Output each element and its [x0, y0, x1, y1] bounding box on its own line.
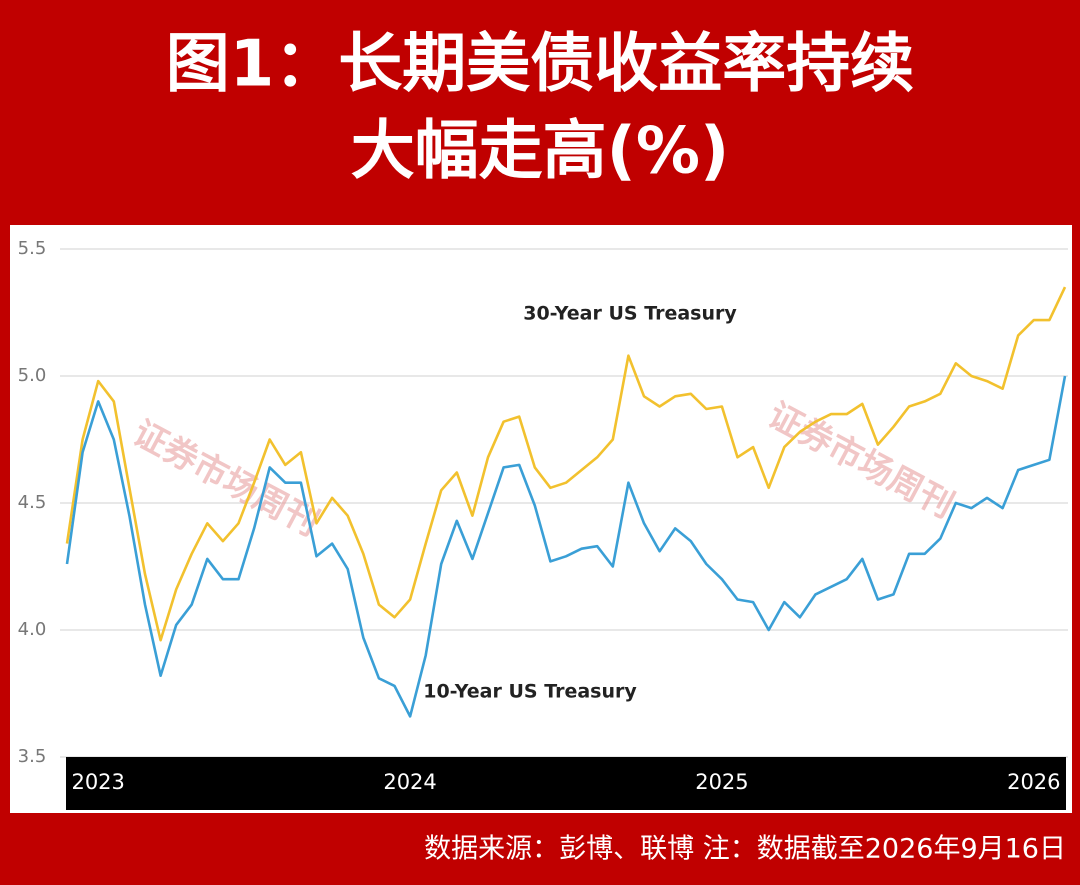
- line-series: [65, 375, 1067, 718]
- chart-title: 大幅走高(%): [351, 115, 730, 189]
- y-tick-label: 4.5: [18, 492, 47, 513]
- y-tick-label: 4.0: [18, 619, 47, 640]
- x-tick-label: 2025: [695, 770, 748, 794]
- y-tick-label: 3.5: [18, 746, 47, 767]
- x-tick-label: 2024: [383, 770, 436, 794]
- line-series: [65, 286, 1067, 642]
- y-tick-label: 5.5: [18, 238, 47, 259]
- x-tick-label: 2023: [71, 770, 124, 794]
- x-tick-label: 2026: [1007, 770, 1060, 794]
- plot-panel: [10, 225, 1072, 813]
- series-label: 10-Year US Treasury: [423, 681, 637, 703]
- source-note: 数据来源：彭博、联博 注：数据截至2026年9月16日: [424, 834, 1066, 865]
- chart-title: 图1：长期美债收益率持续: [166, 28, 915, 102]
- x-axis-band: [66, 757, 1066, 810]
- y-tick-label: 5.0: [18, 365, 47, 386]
- series-label: 30-Year US Treasury: [523, 303, 737, 325]
